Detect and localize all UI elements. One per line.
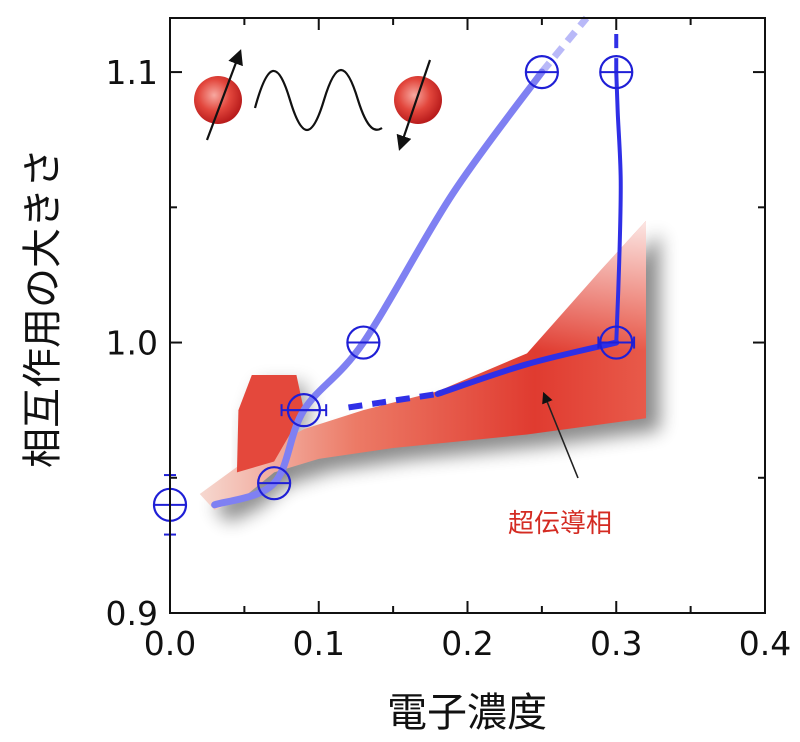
x-tick-label: 0.0: [144, 624, 196, 663]
spin-down-arrow-icon: [396, 59, 432, 151]
annotation-superconducting-phase: 超伝導相: [508, 509, 612, 539]
data-marker-5: [524, 54, 559, 90]
data-marker-2: [257, 466, 292, 501]
series-line-2: [614, 70, 623, 345]
annotation-arrow: [542, 391, 579, 479]
y-tick-label: 1.1: [106, 53, 158, 92]
region-bump: [236, 375, 304, 473]
data-marker-4: [346, 325, 381, 360]
x-tick-label: 0.2: [441, 624, 493, 663]
electron-left-icon: [194, 76, 242, 124]
x-tick-label: 0.3: [590, 624, 642, 663]
axes: 0.0 0.1 0.2 0.3 0.4 0.9 1.0 1.1: [106, 17, 791, 663]
region-fade: [199, 220, 646, 511]
x-tick-label: 0.1: [293, 624, 345, 663]
series-dashed-3: [348, 390, 439, 411]
y-tick-label: 1.0: [106, 324, 158, 363]
data-marker-7: [597, 325, 636, 360]
x-tick-label: 0.4: [739, 624, 791, 663]
spin-up-arrow-icon: [205, 49, 243, 141]
plot-frame: [169, 17, 766, 614]
y-axis-title: 相互作用の大きさ: [20, 148, 66, 468]
series-line-3: [434, 339, 620, 397]
data-marker-3: [280, 393, 328, 428]
series-dashed-1: [539, 15, 590, 75]
electron-right-icon: [394, 76, 442, 124]
data-marker-6: [599, 54, 634, 90]
y-tick-label: 0.9: [106, 594, 158, 633]
x-axis-title: 電子濃度: [387, 690, 547, 736]
electron-pair-illustration: [194, 49, 442, 151]
interaction-wave-icon: [253, 68, 383, 132]
superconducting-region: [199, 220, 660, 523]
